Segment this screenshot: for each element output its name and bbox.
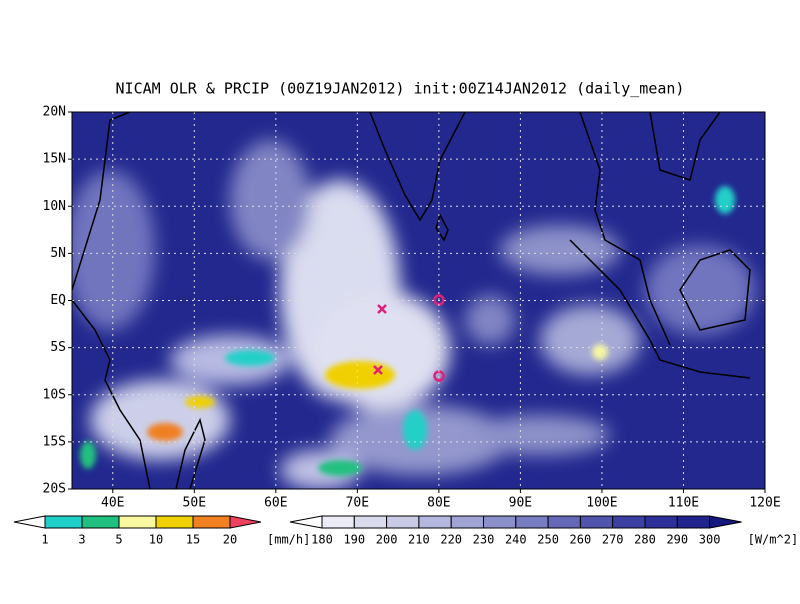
- lat-label: 20S: [43, 482, 66, 497]
- lon-label: 50E: [183, 496, 206, 511]
- legend-box: [192, 515, 231, 529]
- legend-label: 270: [602, 533, 624, 547]
- legend-label: 190: [343, 533, 365, 547]
- legend-box: [386, 515, 420, 529]
- legend-box: [579, 515, 614, 529]
- lon-label: 60E: [264, 496, 287, 511]
- lon-label: 80E: [427, 496, 450, 511]
- legend-box: [81, 515, 120, 529]
- legend-arrow: [289, 515, 323, 529]
- legend-label: 210: [408, 533, 430, 547]
- axis-labels: 20N 15N 10N 5N EQ 5S 10S 15S 20S 40E 50E 60E 70E 80E 9…: [43, 105, 781, 511]
- legend-arrow: [229, 515, 262, 529]
- legend-label: 280: [634, 533, 656, 547]
- legend-label: 230: [473, 533, 495, 547]
- legend-label: 300: [699, 533, 721, 547]
- legend-unit: [W/m^2]: [748, 533, 799, 547]
- legend-label: 15: [186, 533, 200, 547]
- lon-label: 40E: [101, 496, 124, 511]
- legend-label: 220: [440, 533, 462, 547]
- lat-label: 20N: [43, 105, 66, 120]
- legend-arrow: [13, 515, 46, 529]
- legend-box: [515, 515, 549, 529]
- lon-label: 90E: [509, 496, 532, 511]
- legends: 1 3 5 10 15 20 [mm/h] 180 190 200 210 220 230 240 250 2…: [13, 515, 799, 547]
- legend-box: [321, 515, 355, 529]
- legend-label: 240: [505, 533, 527, 547]
- legend-box: [155, 515, 194, 529]
- legend-label: 5: [115, 533, 122, 547]
- legend-box: [483, 515, 517, 529]
- legend-label: 200: [376, 533, 398, 547]
- legend-label: 10: [149, 533, 163, 547]
- legend-unit: [mm/h]: [267, 533, 310, 547]
- legend-box: [644, 515, 678, 529]
- grid: [72, 112, 765, 489]
- legend-box: [418, 515, 452, 529]
- legend-label: 290: [666, 533, 688, 547]
- lat-label: 10N: [43, 199, 66, 214]
- legend-box: [450, 515, 485, 529]
- legend-arrow: [709, 515, 742, 529]
- legend-box: [118, 515, 157, 529]
- legend-box: [44, 515, 83, 529]
- legend-label: 260: [570, 533, 592, 547]
- legend-label: 180: [311, 533, 333, 547]
- lat-label: 10S: [43, 387, 66, 402]
- lat-label: 15S: [43, 434, 66, 449]
- lon-label: 100E: [586, 496, 617, 511]
- legend-label: 1: [41, 533, 48, 547]
- lon-label: 120E: [749, 496, 780, 511]
- legend-box: [547, 515, 581, 529]
- legend-box: [612, 515, 646, 529]
- lat-label: 15N: [43, 152, 66, 167]
- lon-label: 110E: [668, 496, 699, 511]
- lat-label: EQ: [50, 293, 66, 308]
- legend-label: 20: [223, 533, 237, 547]
- legend-label: 250: [537, 533, 559, 547]
- legend-box: [676, 515, 711, 529]
- lat-label: 5N: [50, 246, 66, 261]
- lon-label: 70E: [346, 496, 369, 511]
- legend-label: 3: [78, 533, 85, 547]
- map-title: NICAM OLR & PRCIP (00Z19JAN2012) init:00…: [116, 80, 685, 98]
- legend-box: [353, 515, 388, 529]
- lat-label: 5S: [50, 340, 66, 355]
- map-field: [72, 112, 765, 489]
